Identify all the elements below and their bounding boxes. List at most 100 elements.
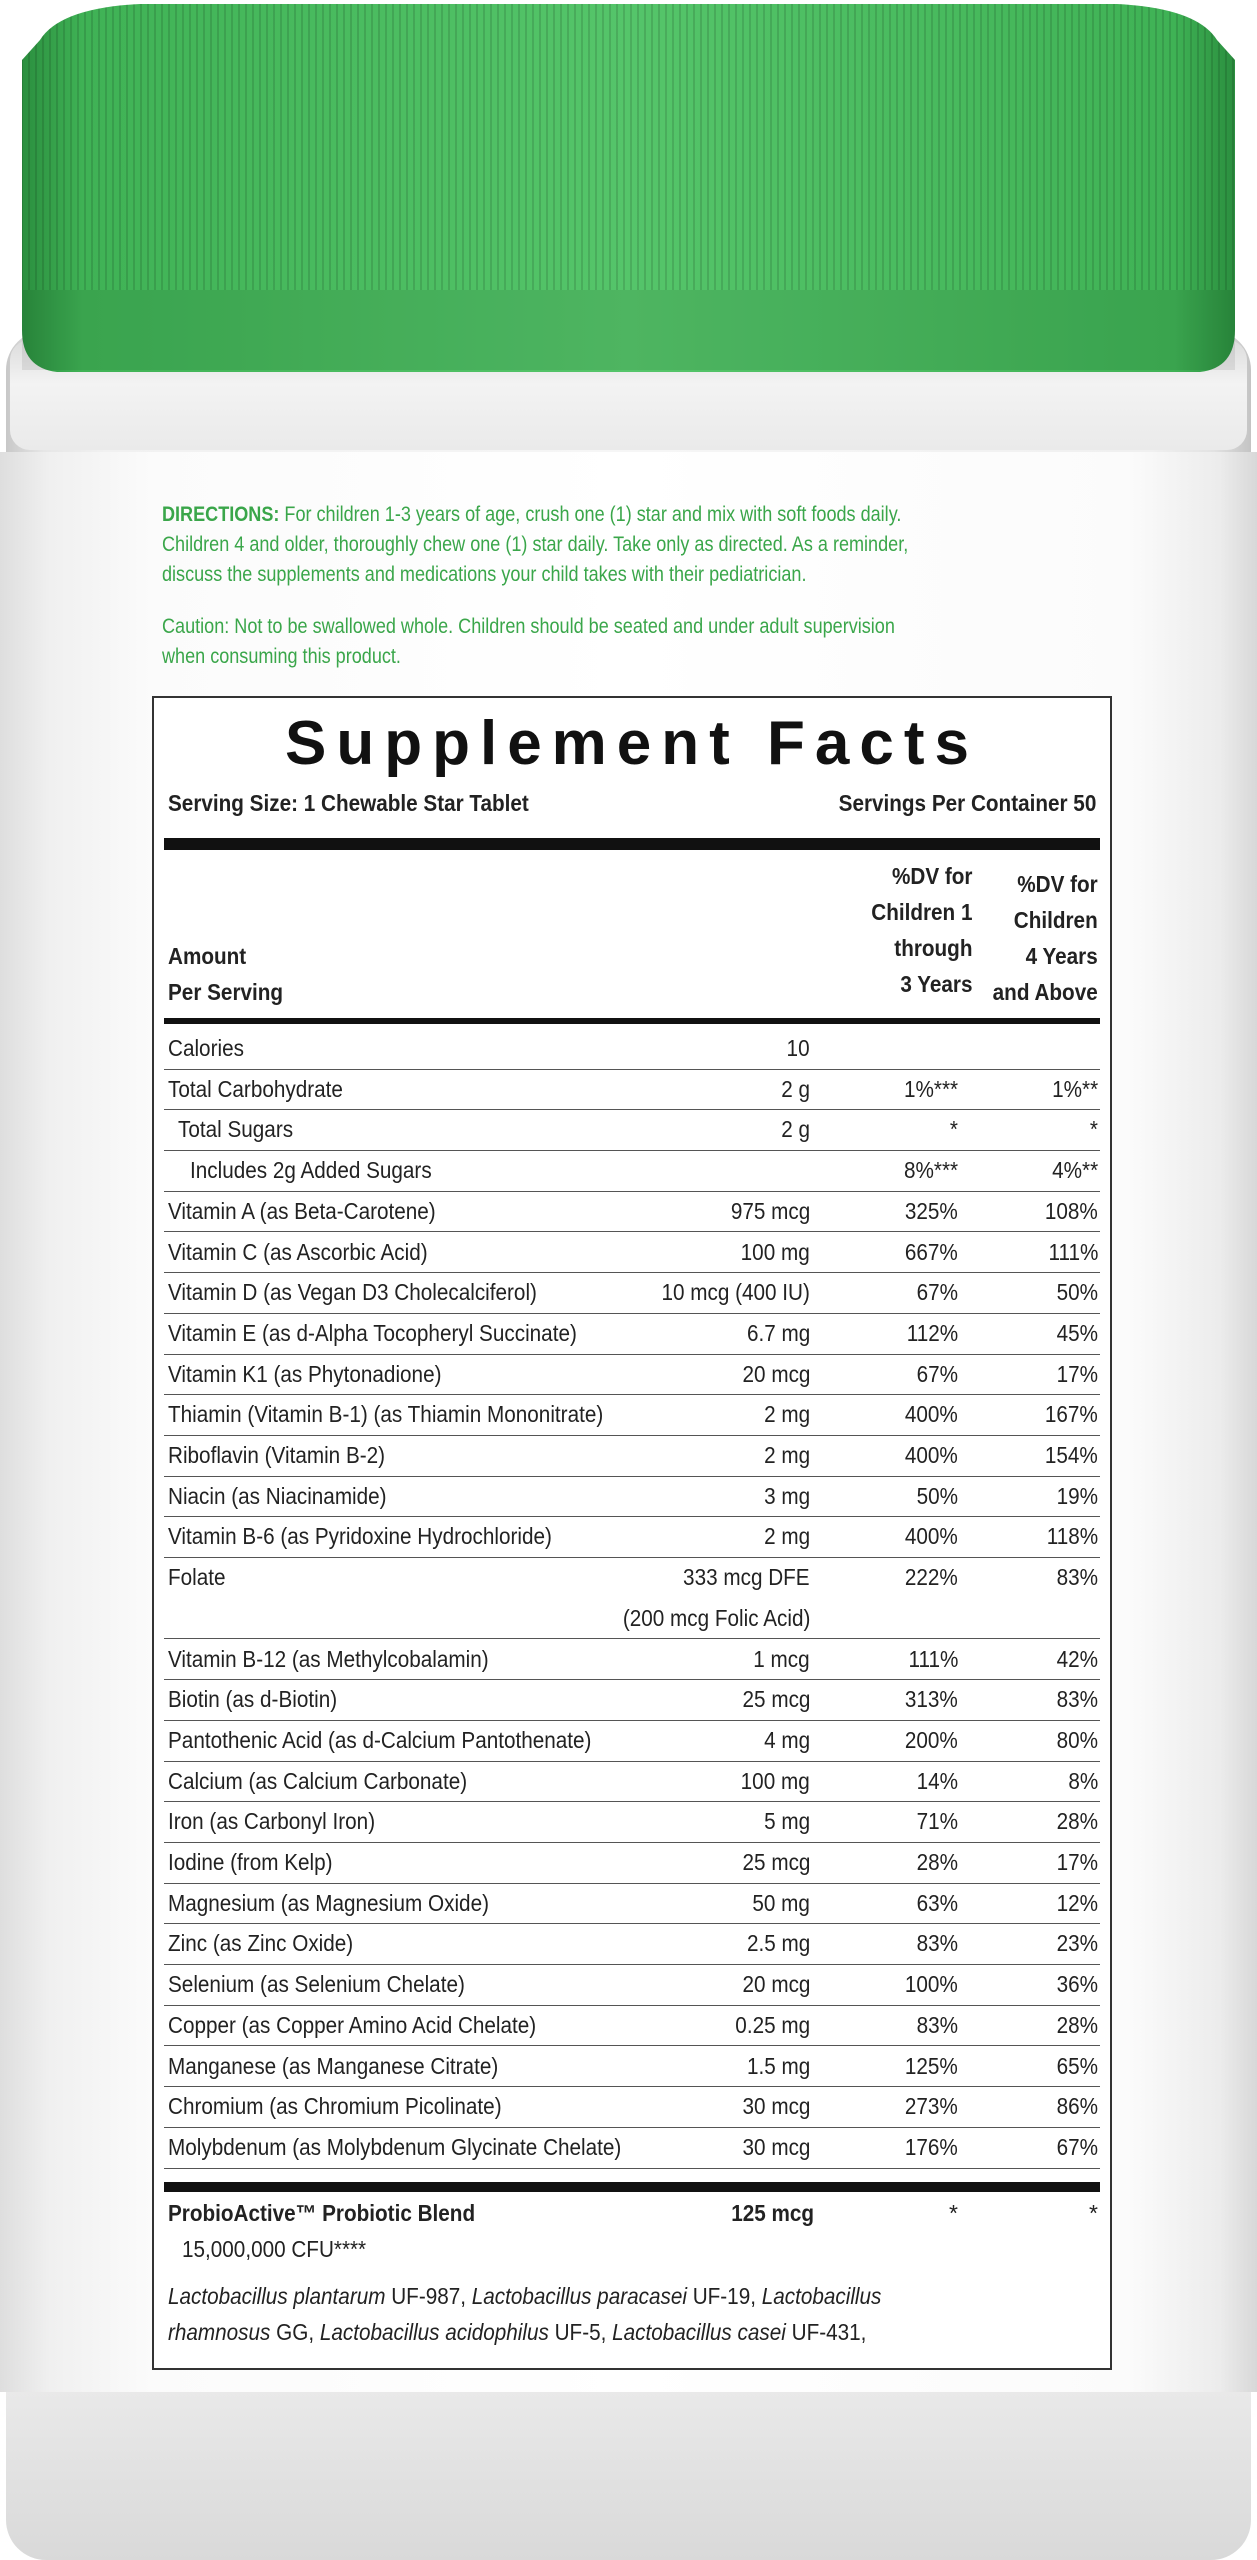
probiotic-amount: 125 mcg — [731, 2200, 814, 2226]
nutrient-name: Niacin (as Niacinamide) — [168, 1482, 387, 1509]
table-row: Calcium (as Calcium Carbonate) 100 mg 14% 8… — [164, 1761, 1100, 1803]
nutrient-name: Riboflavin (Vitamin B-2) — [168, 1442, 386, 1468]
nutrient-dv-4-up: * — [1089, 1116, 1098, 1143]
nutrient-amount: 2 g — [781, 1116, 810, 1143]
nutrient-amount: 2 mg — [763, 1442, 810, 1468]
nutrient-dv-1-3: 50% — [916, 1482, 958, 1509]
nutrient-dv-1-3: 67% — [916, 1360, 958, 1387]
nutrient-dv-4-up: 45% — [1056, 1319, 1098, 1346]
nutrient-amount: 0.25 mg — [735, 2011, 810, 2038]
table-row: Folate 333 mcg DFE 222% 83% (200 mcg Folic A… — [164, 1557, 1100, 1640]
table-row: Niacin (as Niacinamide) 3 mg 50% 19% — [164, 1476, 1100, 1518]
table-row: Vitamin K1 (as Phytonadione) 20 mcg 67% 17% — [164, 1354, 1100, 1396]
caution-line-1: Caution: Not to be swallowed whole. Chil… — [162, 615, 895, 638]
strain-3b: rhamnosus — [168, 2319, 271, 2345]
nutrient-dv-1-3: 28% — [916, 1849, 958, 1875]
strain-1: Lactobacillus plantarum — [168, 2283, 386, 2309]
nutrient-dv-1-3: 273% — [905, 2093, 958, 2120]
nutrient-dv-4-up: 167% — [1045, 1401, 1098, 1428]
strain-3a: Lactobacillus — [761, 2283, 882, 2309]
nutrient-amount: 2 mg — [763, 1401, 810, 1428]
nutrient-dv-4-up: 42% — [1056, 1645, 1098, 1672]
table-row: Total Sugars 2 g * * — [164, 1109, 1100, 1152]
nutrient-name: Copper (as Copper Amino Acid Chelate) — [168, 2011, 537, 2038]
strain-4-code: UF-5, — [548, 2319, 613, 2345]
nutrient-name: Vitamin C (as Ascorbic Acid) — [168, 1238, 428, 1265]
header-col1-line-3: through — [893, 935, 972, 961]
strain-1-code: UF-987, — [385, 2283, 472, 2309]
header-amount-line-2: Per Serving — [168, 979, 284, 1005]
table-row: Thiamin (Vitamin B-1) (as Thiamin Mononi… — [164, 1394, 1100, 1436]
header-col2-line-3: 4 Years — [1025, 943, 1098, 969]
nutrient-name: Total Sugars — [178, 1116, 294, 1143]
directions-text: DIRECTIONS: For children 1-3 years of ag… — [162, 500, 1099, 590]
table-row: Iodine (from Kelp) 25 mcg 28% 17% — [164, 1842, 1100, 1884]
nutrient-dv-4-up: 17% — [1056, 1360, 1098, 1387]
nutrient-amount: 5 mg — [763, 1808, 810, 1835]
header-dv-children-1-3: %DV for Children 1 through 3 Years — [871, 858, 972, 1002]
supplement-facts-title: Supplement Facts — [285, 709, 979, 778]
thick-divider-top — [164, 838, 1100, 850]
thick-divider-bottom — [164, 2182, 1100, 2192]
nutrient-dv-4-up: 83% — [1056, 1564, 1098, 1591]
nutrient-dv-4-up: 8% — [1068, 1767, 1098, 1794]
nutrient-dv-1-3: 83% — [916, 2011, 958, 2038]
strain-4: Lactobacillus acidophilus — [319, 2319, 549, 2345]
nutrient-dv-4-up: 28% — [1056, 2011, 1098, 2038]
nutrient-amount: 25 mcg — [742, 1686, 810, 1713]
nutrient-dv-1-3: 71% — [916, 1808, 958, 1835]
nutrient-dv-4-up: 80% — [1056, 1726, 1098, 1753]
nutrient-dv-1-3: 111% — [908, 1645, 958, 1672]
table-row: Vitamin C (as Ascorbic Acid) 100 mg 667% 11… — [164, 1232, 1100, 1274]
nutrient-dv-4-up: 4%** — [1051, 1157, 1098, 1184]
nutrient-dv-1-3: 200% — [905, 1726, 958, 1753]
nutrient-name: Vitamin K1 (as Phytonadione) — [168, 1360, 442, 1387]
thick-divider-header — [164, 1018, 1100, 1024]
nutrient-dv-1-3: 83% — [916, 1930, 958, 1957]
header-col1-line-1: %DV for — [891, 863, 972, 889]
table-row: Vitamin B-6 (as Pyridoxine Hydrochloride… — [164, 1516, 1100, 1559]
probiotic-name: ProbioActive™ Probiotic Blend — [168, 2200, 476, 2226]
probiotic-dv1: * — [949, 2200, 958, 2226]
nutrient-dv-4-up: 83% — [1056, 1686, 1098, 1713]
nutrient-amount: 1 mcg — [753, 1645, 810, 1672]
nutrient-dv-1-3: 63% — [916, 1889, 958, 1916]
nutrient-dv-4-up: 67% — [1056, 2133, 1098, 2160]
nutrient-name: Iodine (from Kelp) — [168, 1849, 333, 1875]
nutrient-amount: 25 mcg — [742, 1849, 810, 1875]
nutrient-dv-4-up: 28% — [1056, 1808, 1098, 1835]
supplement-facts-panel: Supplement Facts Serving Size: 1 Chewabl… — [152, 696, 1112, 2370]
nutrient-name: Biotin (as d-Biotin) — [168, 1686, 338, 1713]
nutrient-amount: 20 mcg — [742, 1360, 810, 1387]
nutrient-amount: 2 g — [781, 1075, 810, 1102]
nutrient-amount: 50 mg — [752, 1889, 810, 1916]
nutrient-name: Zinc (as Zinc Oxide) — [168, 1930, 354, 1957]
nutrient-amount: 30 mcg — [742, 2093, 810, 2120]
nutrient-dv-1-3: 125% — [905, 2052, 958, 2079]
nutrient-dv-1-3: 8%*** — [903, 1157, 958, 1184]
table-row: Riboflavin (Vitamin B-2) 2 mg 400% 154% — [164, 1435, 1100, 1477]
table-row: Total Carbohydrate 2 g 1%*** 1%** — [164, 1069, 1100, 1111]
nutrient-dv-1-3: 67% — [916, 1279, 958, 1306]
directions-lead: DIRECTIONS: — [162, 503, 280, 526]
header-col2-line-2: Children — [1014, 907, 1098, 933]
directions-line-1: For children 1-3 years of age, crush one… — [279, 503, 902, 526]
table-row: Vitamin B-12 (as Methylcobalamin) 1 mcg 11… — [164, 1639, 1100, 1681]
header-amount: Amount Per Serving — [168, 938, 283, 1010]
nutrient-name: Chromium (as Chromium Picolinate) — [168, 2093, 502, 2120]
nutrient-amount: 10 mcg (400 IU) — [661, 1279, 810, 1306]
nutrient-name: Molybdenum (as Molybdenum Glycinate Chel… — [168, 2133, 622, 2160]
nutrient-name: Manganese (as Manganese Citrate) — [168, 2052, 499, 2079]
header-col2-line-1: %DV for — [1017, 871, 1098, 897]
nutrient-dv-1-3: 100% — [905, 1971, 958, 1998]
nutrient-name: Includes 2g Added Sugars — [190, 1157, 432, 1184]
nutrient-dv-4-up: 108% — [1045, 1197, 1098, 1224]
table-row: Copper (as Copper Amino Acid Chelate) 0.2… — [164, 2005, 1100, 2047]
table-row: Includes 2g Added Sugars 8%*** 4%** — [164, 1150, 1100, 1192]
nutrient-dv-4-up: 154% — [1045, 1442, 1098, 1468]
nutrient-name: Folate — [168, 1564, 226, 1591]
header-col1-line-2: Children 1 — [870, 899, 972, 925]
nutrient-dv-4-up: 17% — [1056, 1849, 1098, 1875]
nutrient-name: Magnesium (as Magnesium Oxide) — [168, 1889, 489, 1916]
